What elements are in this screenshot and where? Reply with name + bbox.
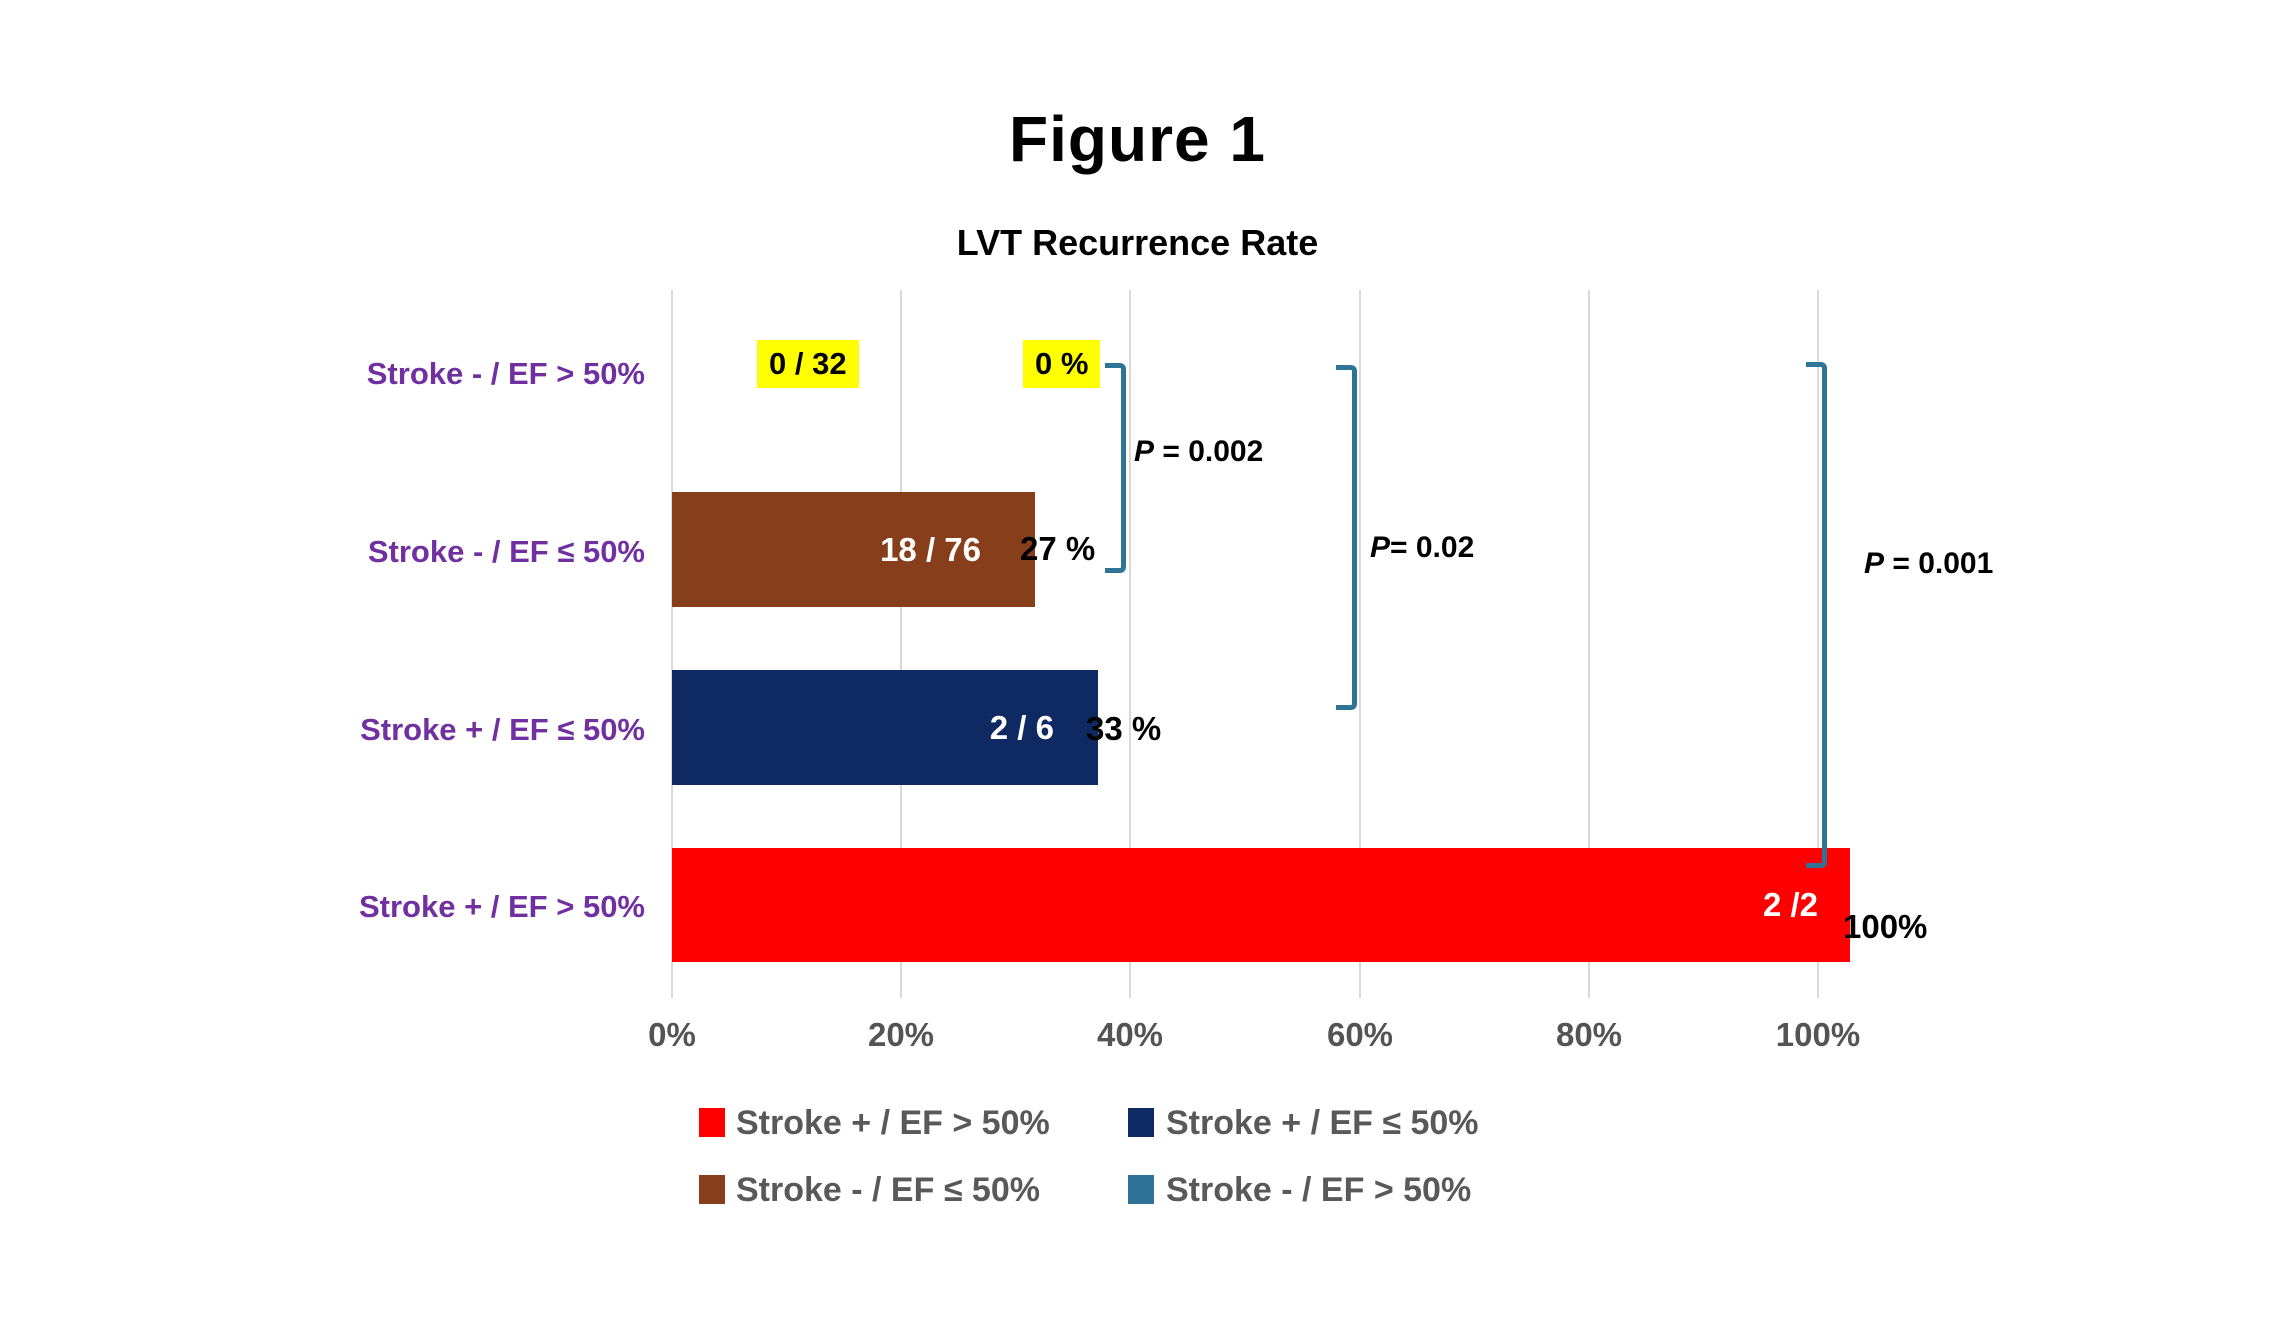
legend-swatch-stroke-pos-ef-gt-50 xyxy=(699,1108,725,1137)
p-symbol: P xyxy=(1370,531,1391,564)
category-label-stroke-neg-ef-le-50: Stroke - / EF ≤ 50% xyxy=(367,534,645,569)
p-value-text: = 0.002 xyxy=(1154,435,1264,468)
category-label-stroke-pos-ef-gt-50: Stroke + / EF > 50% xyxy=(358,889,645,924)
gridline-60pct xyxy=(1359,290,1361,998)
x-tick-0: 0% xyxy=(648,1016,696,1053)
significance-bracket-1 xyxy=(1105,363,1126,573)
gridline-40pct xyxy=(1129,290,1131,998)
p-symbol: P xyxy=(1864,547,1885,580)
bar-stroke-pos-ef-le-50: 2 / 6 xyxy=(672,670,1098,785)
gridline-80pct xyxy=(1588,290,1590,998)
legend-swatch-stroke-pos-ef-le-50 xyxy=(1128,1108,1154,1137)
percent-value-label: 33 % xyxy=(1086,710,1162,747)
legend-swatch-stroke-neg-ef-gt-50 xyxy=(1128,1175,1154,1204)
category-label-stroke-neg-ef-gt-50: Stroke - / EF > 50% xyxy=(366,356,645,391)
chart-title: Figure 1 xyxy=(1009,103,1266,175)
gridline-0pct xyxy=(671,290,673,998)
chart-subtitle: LVT Recurrence Rate xyxy=(956,222,1319,263)
bar-fraction-label: 2 /2 xyxy=(1762,886,1818,923)
gridline-20pct xyxy=(900,290,902,998)
x-tick-20: 20% xyxy=(867,1016,935,1053)
legend-label-stroke-neg-ef-le-50: Stroke - / EF ≤ 50% xyxy=(736,1171,1040,1209)
p-value-text: = 0.001 xyxy=(1884,547,1994,580)
legend-label-stroke-neg-ef-gt-50: Stroke - / EF > 50% xyxy=(1166,1171,1472,1209)
p-symbol: P xyxy=(1134,435,1155,468)
p-value-label-1: P = 0.002 xyxy=(1134,435,1263,469)
bar-fraction-label: 18 / 76 xyxy=(880,530,981,568)
category-label-stroke-pos-ef-le-50: Stroke + / EF ≤ 50% xyxy=(360,712,645,747)
p-value-label-2: P= 0.02 xyxy=(1370,531,1474,565)
p-value-text: = 0.02 xyxy=(1390,531,1475,564)
x-tick-80: 80% xyxy=(1555,1016,1623,1053)
gridline-100pct xyxy=(1817,290,1819,998)
bar-stroke-neg-ef-le-50: 18 / 76 xyxy=(672,492,1035,607)
legend-swatch-stroke-neg-ef-le-50 xyxy=(699,1175,725,1204)
percent-value-label: 100% xyxy=(1843,908,1928,945)
bar-fraction-label: 2 / 6 xyxy=(989,708,1054,746)
x-tick-60: 60% xyxy=(1326,1016,1394,1053)
significance-bracket-2 xyxy=(1336,365,1357,710)
x-tick-40: 40% xyxy=(1096,1016,1164,1053)
percent-label-highlighted: 0 % xyxy=(1023,340,1101,388)
legend-label-stroke-pos-ef-gt-50: Stroke + / EF > 50% xyxy=(736,1104,1050,1142)
percent-value-label: 27 % xyxy=(1020,530,1096,567)
x-tick-100: 100% xyxy=(1775,1016,1861,1053)
legend-label-stroke-pos-ef-le-50: Stroke + / EF ≤ 50% xyxy=(1166,1104,1479,1142)
fraction-label-highlighted: 0 / 32 xyxy=(757,340,859,388)
p-value-label-3: P = 0.001 xyxy=(1864,547,1993,581)
significance-bracket-3 xyxy=(1806,362,1827,868)
bar-stroke-pos-ef-gt-50: 2 /2 xyxy=(672,848,1850,962)
